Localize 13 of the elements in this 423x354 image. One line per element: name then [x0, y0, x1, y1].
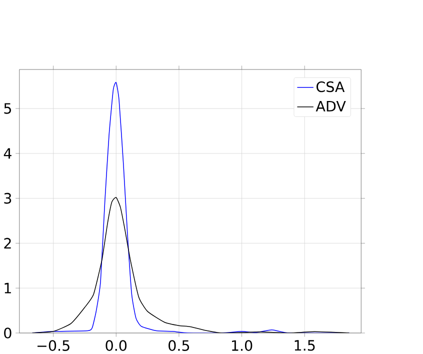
- legend-label: CSA: [316, 81, 345, 92]
- legend-label: ADV: [316, 100, 346, 112]
- y-tick-label: 5: [4, 103, 11, 114]
- y-tick-label: 3: [4, 192, 12, 204]
- x-tick-label: 1.5: [294, 340, 315, 351]
- y-tick-label: 2: [4, 238, 11, 248]
- x-tick-label: 0.0: [106, 340, 127, 351]
- x-tick-label: 0.5: [168, 340, 190, 351]
- y-tick-label: 4: [4, 148, 12, 159]
- x-tick-label: 1.0: [232, 340, 252, 351]
- y-tick-label: 0: [4, 328, 12, 338]
- x-tick-label: −0.5: [38, 340, 70, 351]
- y-tick-label: 1: [4, 282, 11, 294]
